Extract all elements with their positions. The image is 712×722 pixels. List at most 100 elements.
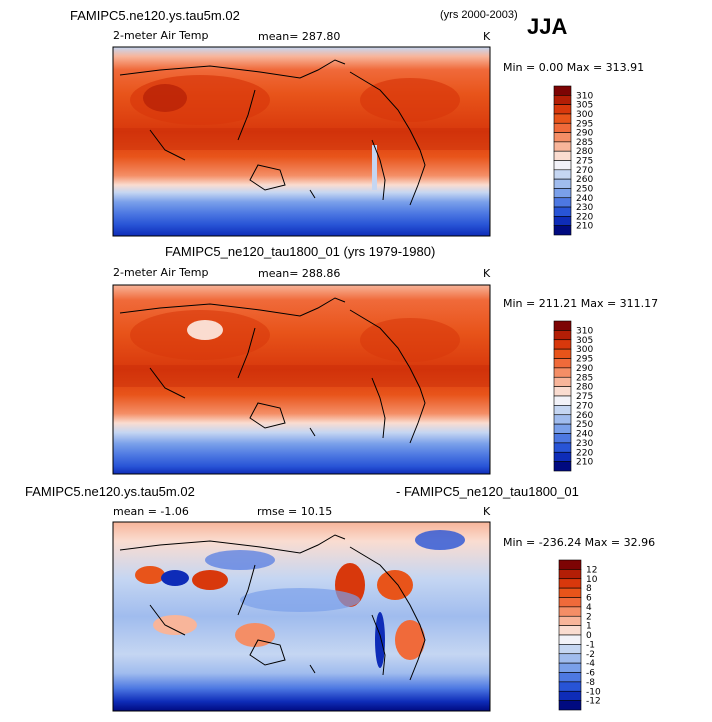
colorbar-tick-label: 230 (576, 439, 593, 449)
colorbar-tick-label: 250 (576, 184, 593, 194)
colorbar-box (553, 367, 572, 378)
colorbar-box (558, 587, 582, 598)
colorbar-box (553, 188, 572, 199)
panel2-mean: mean= 288.86 (258, 267, 341, 280)
colorbar-tick-label: -1 (586, 640, 595, 650)
panel1-variable: 2-meter Air Temp (113, 29, 209, 42)
colorbar-tick-label: 210 (576, 458, 593, 468)
colorbar-box (553, 451, 572, 462)
colorbar-box (553, 395, 572, 406)
colorbar-tick-label: 210 (576, 222, 593, 232)
panel2-case-title: FAMIPC5_ne120_tau1800_01 (yrs 1979-1980) (165, 244, 436, 259)
colorbar-box (553, 386, 572, 397)
colorbar-tick-label: -2 (586, 650, 595, 660)
panel3-diff-title: - FAMIPC5_ne120_tau1800_01 (396, 484, 579, 499)
colorbar-box (558, 653, 582, 664)
panel1-mean: mean= 287.80 (258, 30, 341, 43)
colorbar-tick-label: 290 (576, 129, 593, 139)
colorbar-box (558, 644, 582, 655)
colorbar-box (553, 197, 572, 208)
colorbar-box (553, 150, 572, 161)
panel1-minmax: Min = 0.00 Max = 313.91 (503, 61, 645, 74)
colorbar-box (558, 569, 582, 580)
colorbar-box (558, 606, 582, 617)
colorbar-box (553, 225, 572, 236)
colorbar-box (553, 442, 572, 453)
colorbar-tick-label: 230 (576, 203, 593, 213)
colorbar-tick-label: -8 (586, 678, 595, 688)
map-panel-3 (113, 522, 490, 711)
colorbar-tick-label: 275 (576, 392, 593, 402)
colorbar-tick-label: -12 (586, 697, 601, 707)
colorbar-box (553, 132, 572, 143)
colorbar-tick-label: 285 (576, 373, 593, 383)
panel3-rmse: rmse = 10.15 (257, 505, 333, 518)
colorbar-tick-label: 275 (576, 157, 593, 167)
coastline-map-3 (119, 534, 426, 681)
colorbar-box (553, 169, 572, 180)
panel3-mean: mean = -1.06 (113, 505, 189, 518)
panel2-variable: 2-meter Air Temp (113, 266, 209, 279)
colorbar-tick-label: 280 (576, 147, 593, 157)
panel2-minmax: Min = 211.21 Max = 311.17 (503, 297, 659, 310)
colorbar-1: 3103053002952902852802752702602502402302… (553, 85, 593, 236)
colorbar-box (553, 216, 572, 226)
colorbar-tick-label: -10 (586, 687, 601, 697)
colorbar-tick-label: 12 (586, 565, 597, 575)
map-frame-2 (112, 284, 491, 475)
panel2-units: K (483, 267, 491, 280)
colorbar-box (553, 113, 572, 124)
coastline-map-2 (119, 297, 426, 444)
colorbar-tick-label: 310 (576, 326, 593, 336)
colorbar-tick-label: 295 (576, 355, 593, 365)
colorbar-tick-label: 305 (576, 336, 593, 346)
map-frame-3 (112, 521, 491, 712)
season-label: JJA (527, 14, 568, 39)
panel1-case-title: FAMIPC5.ne120.ys.tau5m.02 (70, 8, 240, 23)
colorbar-tick-label: 285 (576, 138, 593, 148)
coastline-map-1 (119, 59, 426, 206)
colorbar-box (558, 559, 582, 570)
colorbar-box (553, 160, 572, 171)
panel3-case-title: FAMIPC5.ne120.ys.tau5m.02 (25, 484, 195, 499)
colorbar-box (558, 597, 582, 608)
colorbar-box (553, 320, 572, 331)
colorbar-box (553, 405, 572, 416)
colorbar-tick-label: 240 (576, 430, 593, 440)
colorbar-tick-label: 0 (586, 631, 592, 641)
colorbar-box (553, 85, 572, 96)
colorbar-tick-label: 270 (576, 166, 593, 176)
colorbar-box (558, 700, 582, 711)
colorbar-tick-label: 6 (586, 594, 592, 604)
colorbar-tick-label: 1 (586, 622, 592, 632)
colorbar-box (558, 690, 582, 701)
colorbar-tick-label: 4 (586, 603, 592, 613)
colorbar-tick-label: 300 (576, 110, 593, 120)
colorbar-box (558, 662, 582, 673)
colorbar-tick-label: 295 (576, 119, 593, 129)
colorbar-box (553, 461, 572, 472)
colorbar-box (553, 414, 572, 425)
colorbar-tick-label: 310 (576, 91, 593, 101)
colorbar-box (558, 634, 582, 645)
colorbar-tick-label: 240 (576, 194, 593, 204)
colorbar-tick-label: 260 (576, 175, 593, 185)
colorbar-box (558, 625, 582, 636)
colorbar-box (553, 376, 572, 387)
panel3-minmax: Min = -236.24 Max = 32.96 (503, 536, 656, 549)
colorbar-tick-label: 290 (576, 364, 593, 374)
colorbar-tick-label: 305 (576, 101, 593, 111)
colorbar-tick-label: 220 (576, 448, 593, 458)
map-panel-1 (113, 47, 490, 236)
colorbar-box (553, 104, 572, 115)
colorbar-box (553, 206, 572, 217)
colorbar-tick-label: 220 (576, 212, 593, 222)
map-panel-2 (113, 285, 490, 474)
colorbar-box (558, 672, 582, 683)
colorbar-tick-label: 280 (576, 383, 593, 393)
colorbar-tick-label: 8 (586, 584, 592, 594)
colorbar-box (558, 615, 582, 626)
colorbar-tick-label: 2 (586, 612, 592, 622)
colorbar-box (558, 578, 582, 589)
